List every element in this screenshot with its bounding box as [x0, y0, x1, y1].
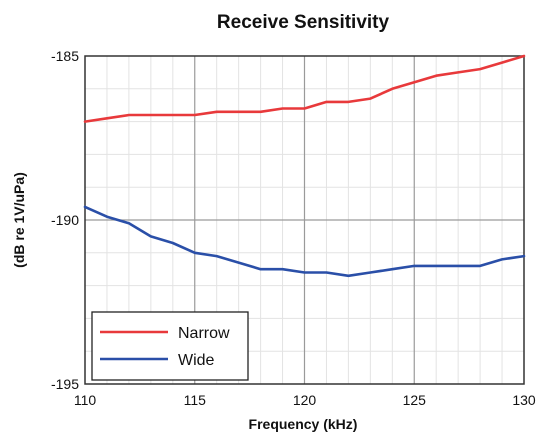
- x-axis-label: Frequency (kHz): [249, 416, 358, 432]
- x-tick-label: 115: [184, 392, 207, 408]
- x-tick-label: 110: [74, 392, 97, 408]
- chart-title: Receive Sensitivity: [217, 12, 390, 33]
- y-tick-label: -190: [51, 212, 79, 228]
- y-tick-label: -195: [51, 376, 79, 392]
- series-line-narrow: [83, 54, 526, 123]
- series-line-wide: [83, 205, 526, 278]
- legend-box: [91, 311, 249, 381]
- legend: Narrow Wide: [91, 311, 249, 381]
- y-axis-label: (dB re 1V/uPa): [11, 172, 27, 268]
- x-tick-label: 120: [293, 392, 317, 408]
- plot-frame: [84, 55, 525, 385]
- legend-label-narrow: Narrow: [178, 325, 230, 342]
- x-tick-label: 130: [512, 392, 536, 408]
- legend-label-wide: Wide: [178, 352, 215, 369]
- x-tick-label: 125: [403, 392, 427, 408]
- y-tick-label: -185: [51, 48, 79, 64]
